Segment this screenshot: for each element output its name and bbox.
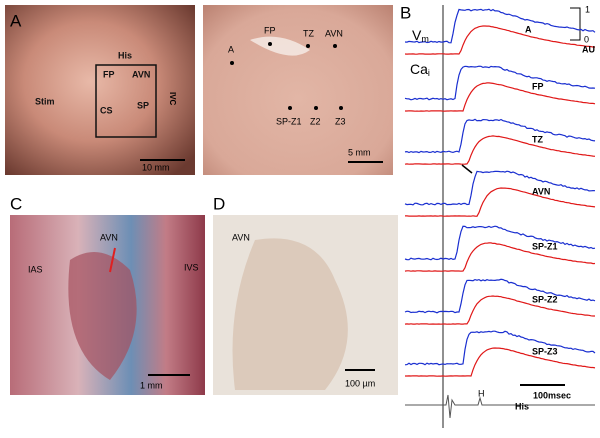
arrow xyxy=(109,247,116,273)
trace-label: SP-Z1 xyxy=(532,241,558,251)
his-trace xyxy=(405,394,595,419)
ca-text: Ca xyxy=(410,61,428,77)
scale-unit: AU xyxy=(582,44,595,54)
trace-label: A xyxy=(525,24,532,34)
photo-heart xyxy=(5,5,195,175)
photo-label: His xyxy=(118,50,132,60)
vm-label: Vm xyxy=(412,27,429,45)
photo-label: SP-Z1 xyxy=(276,116,302,126)
scale-top: 1 xyxy=(585,4,590,14)
his-marker: H xyxy=(478,388,485,398)
vm-trace xyxy=(404,8,596,44)
region-label: IAS xyxy=(28,264,43,274)
ca-trace xyxy=(404,135,596,165)
panel-label: D xyxy=(213,194,225,213)
vm-trace xyxy=(404,278,596,314)
ca-label: Cai xyxy=(410,61,430,79)
panel-label: B xyxy=(400,3,411,22)
photo-label: IVC xyxy=(168,92,177,106)
amplitude-scale xyxy=(570,7,581,41)
ca-trace xyxy=(405,82,596,112)
reflection xyxy=(250,36,310,56)
vm-text: V xyxy=(412,27,422,43)
site-dot xyxy=(314,106,318,110)
region-label: IVS xyxy=(184,262,199,272)
site-dot xyxy=(230,61,234,65)
vm-trace xyxy=(404,330,596,366)
ca-trace xyxy=(404,25,596,55)
trace-label: AVN xyxy=(532,186,550,196)
time-scale: 100msec xyxy=(533,390,571,400)
vm-trace xyxy=(404,225,596,261)
photo-label: A xyxy=(228,44,234,54)
photo-label: CS xyxy=(100,105,113,115)
photo-label: AVN xyxy=(132,69,150,79)
scale-label: 10 mm xyxy=(142,162,170,172)
vm-trace xyxy=(404,170,596,206)
photo-label: FP xyxy=(103,69,115,79)
trace-label: TZ xyxy=(532,134,543,144)
vm-trace xyxy=(404,65,596,101)
his-label: His xyxy=(515,401,529,411)
panel-label: C xyxy=(10,194,22,213)
scale-label: 1 mm xyxy=(140,380,163,390)
trace-label: SP-Z2 xyxy=(532,294,558,304)
avn-region xyxy=(232,238,348,390)
site-dot xyxy=(333,44,337,48)
photo-label: SP xyxy=(137,100,149,110)
ca-trace xyxy=(404,242,596,272)
panel-label: A xyxy=(10,11,22,30)
ca-sub: i xyxy=(428,68,430,78)
site-dot xyxy=(339,106,343,110)
site-dot xyxy=(268,42,272,46)
scale-label: 5 mm xyxy=(348,147,371,157)
scale-label: 100 µm xyxy=(345,378,375,388)
ca-trace xyxy=(405,187,596,217)
photo-label: Z3 xyxy=(335,116,346,126)
trace-label: FP xyxy=(532,81,544,91)
scale-bottom: 0 xyxy=(584,34,589,44)
ca-trace xyxy=(404,295,595,325)
ca-trace xyxy=(405,347,596,377)
photo-label: Stim xyxy=(35,96,55,106)
vm-trace xyxy=(404,118,596,154)
avn-region xyxy=(68,252,137,380)
roi-box xyxy=(95,64,157,138)
vm-sub: m xyxy=(421,34,429,44)
avn-arrow xyxy=(461,164,473,174)
photo-label: TZ xyxy=(303,28,314,38)
photo-label: Z2 xyxy=(310,116,321,126)
region-label: AVN xyxy=(100,232,118,242)
site-dot xyxy=(288,106,292,110)
site-dot xyxy=(306,44,310,48)
photo-tissue xyxy=(203,5,393,175)
photo-label: FP xyxy=(264,25,276,35)
photo-label: AVN xyxy=(325,28,343,38)
region-label: AVN xyxy=(232,232,250,242)
trace-label: SP-Z3 xyxy=(532,346,558,356)
